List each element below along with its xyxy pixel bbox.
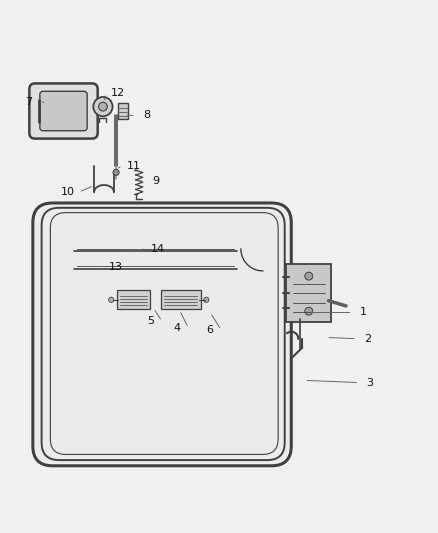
Circle shape: [109, 297, 114, 302]
Text: 4: 4: [174, 323, 181, 333]
Circle shape: [305, 272, 313, 280]
FancyBboxPatch shape: [117, 290, 150, 310]
Text: 14: 14: [151, 244, 165, 254]
Text: 7: 7: [25, 97, 32, 107]
Circle shape: [305, 307, 313, 315]
Text: 3: 3: [367, 377, 374, 387]
Text: 5: 5: [148, 316, 155, 326]
Text: 6: 6: [207, 325, 214, 335]
FancyBboxPatch shape: [286, 264, 331, 322]
Text: 11: 11: [127, 161, 141, 171]
Text: 1: 1: [360, 308, 367, 318]
Circle shape: [113, 169, 119, 175]
Circle shape: [204, 297, 209, 302]
FancyBboxPatch shape: [40, 91, 87, 131]
Text: 9: 9: [152, 176, 159, 186]
Text: 8: 8: [143, 110, 150, 120]
FancyBboxPatch shape: [35, 205, 289, 464]
Circle shape: [93, 97, 113, 116]
FancyBboxPatch shape: [29, 84, 98, 139]
Text: 2: 2: [364, 334, 371, 344]
FancyBboxPatch shape: [161, 290, 201, 310]
Circle shape: [99, 102, 107, 111]
Text: 13: 13: [109, 262, 123, 271]
Text: 12: 12: [111, 88, 125, 99]
FancyBboxPatch shape: [118, 103, 128, 119]
Text: 10: 10: [61, 187, 75, 197]
